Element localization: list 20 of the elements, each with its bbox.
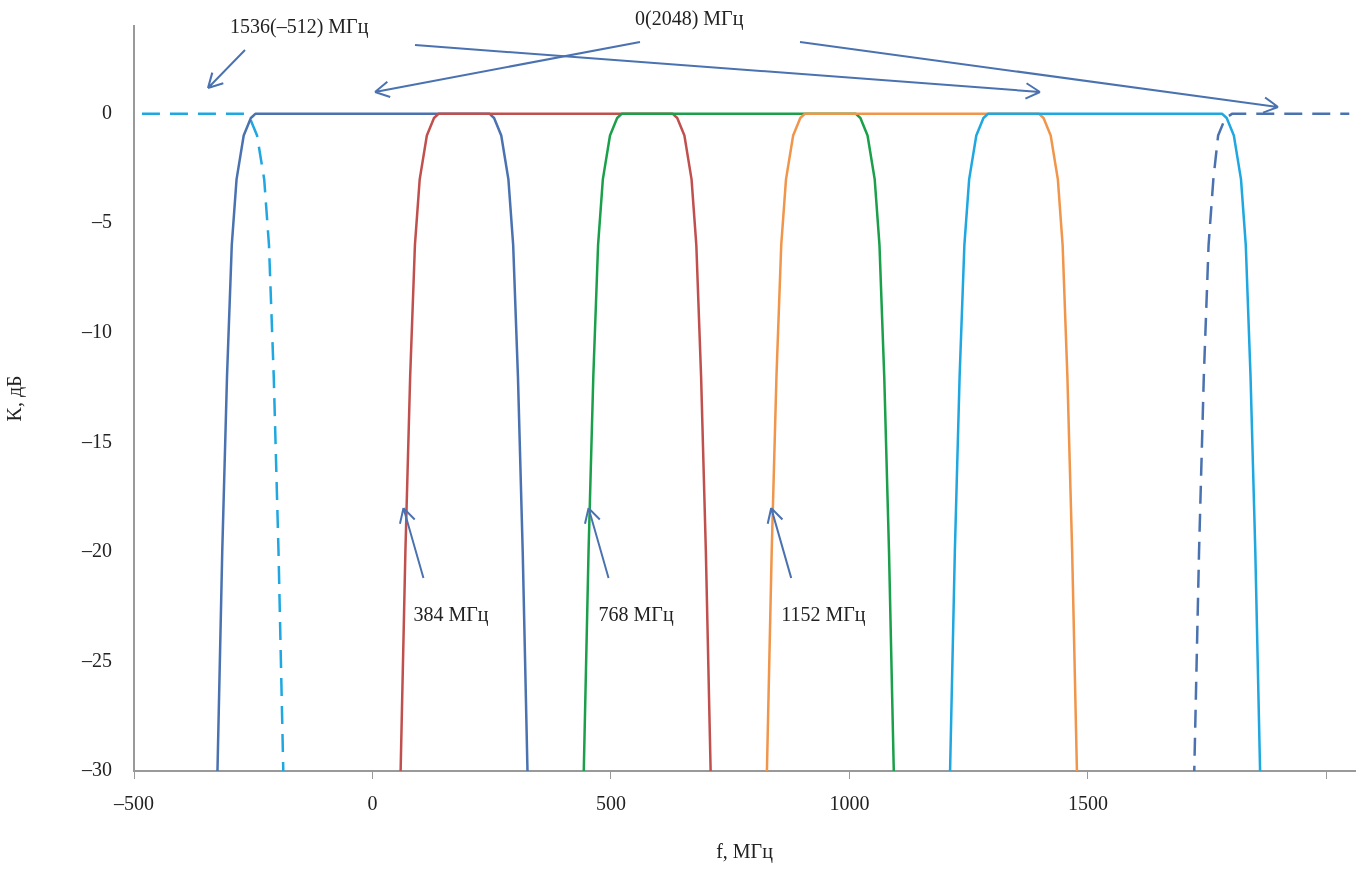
- annotation: 768 МГц: [598, 603, 674, 627]
- y-tick-label: –10: [81, 320, 112, 343]
- y-tick-label: –5: [91, 210, 112, 233]
- x-axis-title: f, МГц: [716, 840, 774, 864]
- y-tick-label: –25: [81, 648, 112, 671]
- x-tick-label: –500: [113, 792, 154, 815]
- annotation: 1152 МГц: [781, 603, 866, 627]
- y-tick-label: –15: [81, 429, 112, 452]
- y-tick-label: –20: [81, 539, 112, 562]
- x-tick-label: 1500: [1067, 792, 1108, 815]
- y-axis-title: K, дБ: [3, 375, 27, 422]
- y-tick-label: –30: [81, 758, 112, 781]
- annotation: 1536(–512) МГц: [230, 15, 369, 39]
- annotation: 384 МГц: [413, 603, 489, 627]
- annotation: 0(2048) МГц: [635, 7, 744, 31]
- x-tick-label: 0: [367, 792, 378, 815]
- x-tick-label: 1000: [829, 792, 870, 815]
- x-tick-label: 500: [595, 792, 626, 815]
- y-tick-label: 0: [102, 100, 112, 123]
- line-series: [1193, 112, 1351, 771]
